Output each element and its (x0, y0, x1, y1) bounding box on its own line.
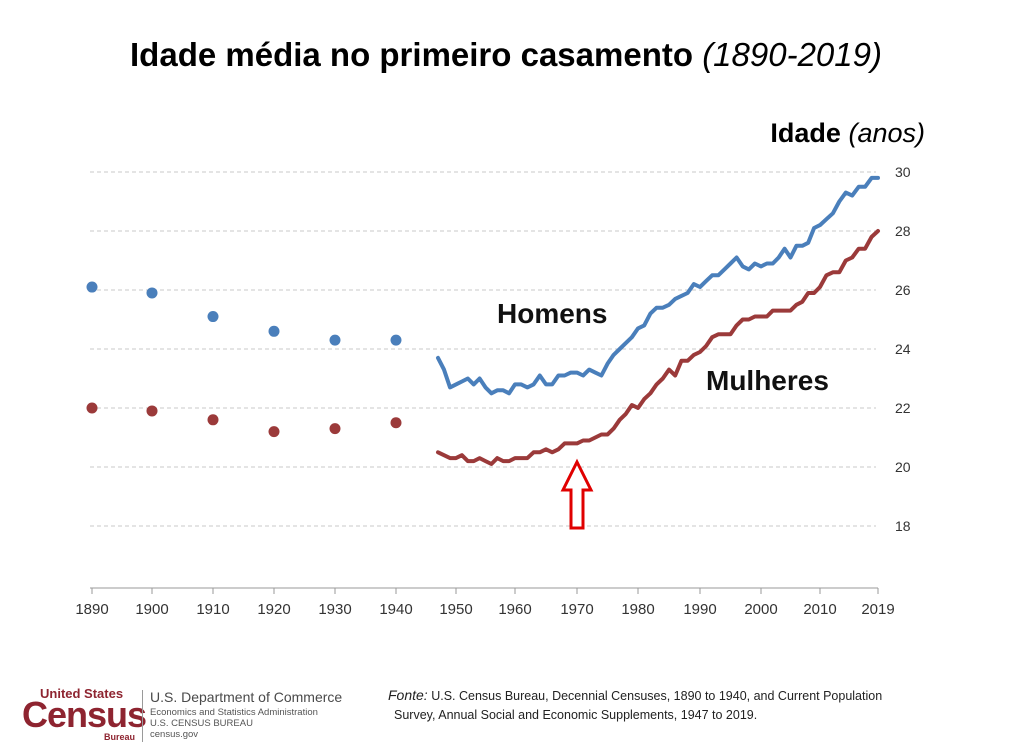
series-line-men (436, 175, 880, 396)
x-tick-label: 1890 (75, 601, 108, 618)
series-label-men: Homens (497, 298, 608, 329)
census-point-men (86, 281, 98, 293)
logo-united-states: United States (40, 686, 124, 701)
y-axis-title: Idade (anos) (700, 118, 925, 149)
y-tick-label: 22 (895, 400, 911, 416)
census-point-men (207, 311, 219, 323)
chart-title-years: (1890-2019) (702, 36, 882, 73)
census-point-women (390, 417, 402, 429)
logo-line-web: census.gov (150, 729, 199, 740)
source-note: Fonte: U.S. Census Bureau, Decennial Cen… (388, 686, 988, 725)
chart-title-main: Idade média no primeiro casamento (130, 36, 694, 73)
y-tick-label: 20 (895, 459, 911, 475)
logo-dept: U.S. Department of Commerce (150, 689, 343, 705)
y-axis-title-unit: (anos) (848, 118, 925, 148)
x-tick-label: 1910 (196, 601, 229, 618)
census-point-men (329, 334, 341, 346)
source-label: Fonte: (388, 687, 428, 703)
census-point-women (329, 423, 341, 435)
source-line-1: U.S. Census Bureau, Decennial Censuses, … (431, 689, 883, 703)
census-point-women (146, 405, 158, 417)
series-line-women (436, 229, 880, 466)
census-point-men (390, 334, 402, 346)
chart-title: Idade média no primeiro casamento (1890-… (0, 36, 1012, 74)
x-tick-label: 1900 (135, 601, 168, 618)
x-tick-label: 1990 (683, 601, 716, 618)
x-tick-label: 1920 (257, 601, 290, 618)
up-arrow-icon (560, 458, 594, 530)
grid-lines (90, 171, 876, 527)
y-tick-label: 30 (895, 164, 911, 180)
x-tick-label: 2000 (744, 601, 777, 618)
y-tick-label: 26 (895, 282, 911, 298)
series-layer (86, 175, 880, 466)
x-tick-label: 1950 (439, 601, 472, 618)
x-tick-label: 2010 (803, 601, 836, 618)
x-tick-label: 1970 (560, 601, 593, 618)
census-point-women (207, 414, 219, 426)
y-tick-label: 24 (895, 341, 911, 357)
x-tick-label: 2019 (861, 601, 894, 618)
x-tick-label: 1980 (621, 601, 654, 618)
logo-divider (142, 690, 143, 742)
series-label-women: Mulheres (706, 365, 829, 396)
y-axis: 18 20 22 24 26 28 30 (895, 164, 911, 534)
annotation-arrow-group (560, 458, 594, 530)
series-women (86, 229, 880, 466)
x-tick-label: 1930 (318, 601, 351, 618)
x-tick-label: 1940 (379, 601, 412, 618)
census-point-women (268, 426, 280, 438)
chart-plot: 1890 1900 1910 1920 1930 1940 1950 1960 1970 1980… (75, 164, 911, 618)
census-logo: United States Census Bureau U.S. Departm… (22, 686, 352, 746)
y-tick-label: 28 (895, 223, 911, 239)
logo-census: Census (22, 694, 147, 735)
y-tick-label: 18 (895, 518, 911, 534)
logo-bureau: Bureau (104, 732, 136, 742)
census-point-men (268, 325, 280, 337)
census-point-women (86, 402, 98, 414)
x-tick-label: 1960 (498, 601, 531, 618)
x-axis: 1890 1900 1910 1920 1930 1940 1950 1960 1970 1980… (75, 587, 895, 618)
logo-line-bureau: U.S. CENSUS BUREAU (150, 718, 253, 729)
logo-line-esa: Economics and Statistics Administration (150, 707, 318, 718)
source-line-2: Survey, Annual Social and Economic Suppl… (394, 708, 758, 722)
census-point-men (146, 287, 158, 299)
y-axis-title-main: Idade (770, 118, 841, 148)
series-men (86, 175, 880, 396)
